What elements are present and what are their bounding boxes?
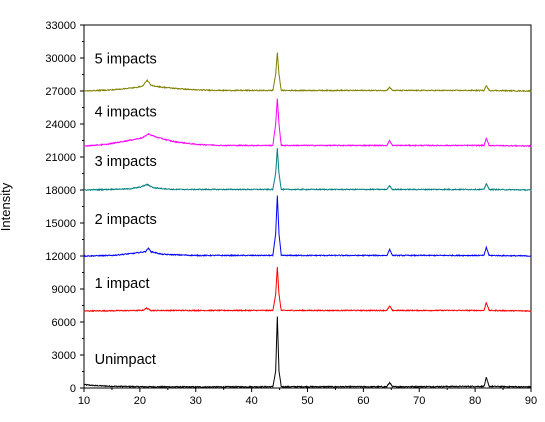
x-tick-label: 30	[190, 395, 202, 407]
y-tick-label: 30000	[45, 53, 76, 65]
x-tick-label: 60	[357, 395, 369, 407]
series-label: Unimpact	[95, 352, 156, 368]
x-tick-label: 70	[413, 395, 425, 407]
y-tick-label: 33000	[45, 20, 76, 32]
x-tick-label: 90	[525, 395, 537, 407]
series-label: 4 impacts	[95, 104, 157, 120]
plot-frame	[83, 24, 532, 389]
series-line-4-impact	[83, 98, 532, 148]
series-line-1-impact	[83, 266, 532, 313]
y-tick-label: 24000	[45, 119, 76, 131]
x-tick-label: 50	[301, 395, 313, 407]
series-line-unimpact	[83, 316, 532, 389]
series-label: 2 impacts	[95, 212, 157, 228]
series-line-2-impact	[83, 195, 532, 258]
y-tick-label: 18000	[45, 185, 76, 197]
y-tick-label: 0	[70, 383, 76, 395]
axes: 10 20 30 40 50 60 70 80 90 0 3000 6000 9000 12000 1500…	[45, 20, 537, 407]
x-tick-label: 80	[469, 395, 481, 407]
y-tick-label: 21000	[45, 152, 76, 164]
y-tick-label: 6000	[52, 317, 76, 329]
series-group	[83, 52, 532, 389]
x-tick-label: 20	[134, 395, 146, 407]
series-line-3-impact	[83, 148, 532, 192]
y-axis-title: Intensity	[0, 182, 13, 231]
y-tick-label: 15000	[45, 218, 76, 230]
series-line-5-impact	[83, 52, 532, 93]
series-label: 5 impacts	[95, 52, 157, 68]
y-tick-label: 3000	[52, 350, 76, 362]
series-labels: Unimpact 1 impact 2 impacts 3 impacts 4 impa…	[95, 52, 157, 368]
x-tick-label: 10	[78, 395, 90, 407]
x-tick-label: 40	[246, 395, 258, 407]
series-label: 1 impact	[95, 276, 150, 292]
series-label: 3 impacts	[95, 154, 157, 170]
plot-area	[83, 24, 532, 389]
y-tick-label: 12000	[45, 251, 76, 263]
y-tick-label: 9000	[52, 284, 76, 296]
y-tick-label: 27000	[45, 86, 76, 98]
